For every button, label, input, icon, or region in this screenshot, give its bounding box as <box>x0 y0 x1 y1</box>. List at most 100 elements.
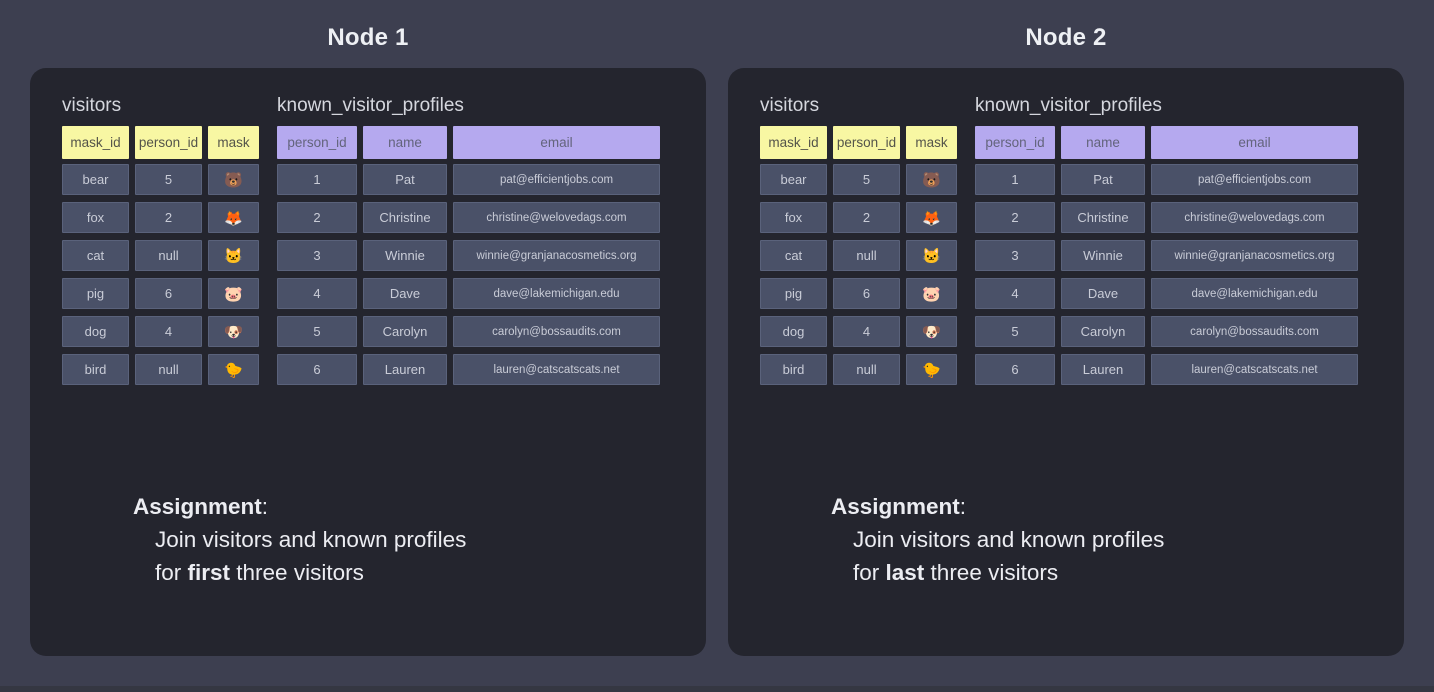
assignment-line3: for first three visitors <box>155 560 364 585</box>
cell-person-id: 4 <box>833 316 900 347</box>
node1-visitors-table: visitors mask_id person_id mask bear 5 🐻… <box>62 94 259 385</box>
mask-emoji-bear: 🐻 <box>208 164 259 195</box>
cell-person-id: null <box>135 240 202 271</box>
cell-person-id: 4 <box>975 278 1055 309</box>
cell-name: Lauren <box>1061 354 1145 385</box>
mask-emoji-cat: 🐱 <box>906 240 957 271</box>
cell-person-id: 5 <box>277 316 357 347</box>
node1-panel: visitors mask_id person_id mask bear 5 🐻… <box>30 68 706 656</box>
column-header-email: email <box>1151 126 1358 159</box>
cell-person-id: 6 <box>277 354 357 385</box>
cell-email: lauren@catscatscats.net <box>1151 354 1358 385</box>
cell-email: lauren@catscatscats.net <box>453 354 660 385</box>
cell-person-id: 2 <box>277 202 357 233</box>
cell-person-id: 6 <box>135 278 202 309</box>
column-header-person-id: person_id <box>833 126 900 159</box>
profiles-table-body: 1 Pat pat@efficientjobs.com 2 Christine … <box>277 164 660 385</box>
cell-person-id: 5 <box>833 164 900 195</box>
cell-person-id: 2 <box>833 202 900 233</box>
column-header-person-id: person_id <box>135 126 202 159</box>
cell-person-id: null <box>135 354 202 385</box>
cell-mask-id: cat <box>760 240 827 271</box>
column-header-name: name <box>363 126 447 159</box>
column-header-email: email <box>453 126 660 159</box>
profiles-header-row: person_id name email <box>975 126 1358 159</box>
mask-emoji-bird: 🐤 <box>906 354 957 385</box>
column-header-person-id: person_id <box>975 126 1055 159</box>
column-header-mask: mask <box>208 126 259 159</box>
column-header-mask-id: mask_id <box>760 126 827 159</box>
assignment-heading: Assignment: <box>133 494 269 519</box>
cell-mask-id: pig <box>62 278 129 309</box>
visitors-table-body: bear 5 🐻 fox 2 🦊 cat null 🐱 pig 6 🐷 dog … <box>760 164 957 385</box>
column-header-mask-id: mask_id <box>62 126 129 159</box>
mask-emoji-fox: 🦊 <box>906 202 957 233</box>
node2-assignment: Assignment: Join visitors and known prof… <box>831 490 1164 589</box>
cell-email: winnie@granjanacosmetics.org <box>453 240 660 271</box>
node2-panel: visitors mask_id person_id mask bear 5 🐻… <box>728 68 1404 656</box>
cell-name: Christine <box>1061 202 1145 233</box>
mask-emoji-pig: 🐷 <box>906 278 957 309</box>
cell-mask-id: bird <box>760 354 827 385</box>
cell-person-id: 6 <box>833 278 900 309</box>
cell-name: Dave <box>363 278 447 309</box>
mask-emoji-bear: 🐻 <box>906 164 957 195</box>
cell-mask-id: cat <box>62 240 129 271</box>
node1-assignment: Assignment: Join visitors and known prof… <box>133 490 466 589</box>
visitors-table-body: bear 5 🐻 fox 2 🦊 cat null 🐱 pig 6 🐷 dog … <box>62 164 259 385</box>
column-header-person-id: person_id <box>277 126 357 159</box>
visitors-table-title: visitors <box>760 95 820 116</box>
cell-person-id: 4 <box>135 316 202 347</box>
cell-email: dave@lakemichigan.edu <box>453 278 660 309</box>
visitors-header-row: mask_id person_id mask <box>760 126 957 159</box>
cell-email: winnie@granjanacosmetics.org <box>1151 240 1358 271</box>
visitors-header-row: mask_id person_id mask <box>62 126 259 159</box>
cell-mask-id: bear <box>760 164 827 195</box>
visitors-table-title: visitors <box>62 95 122 116</box>
mask-emoji-bird: 🐤 <box>208 354 259 385</box>
bottom-edge-strip <box>0 686 1434 692</box>
assignment-line3: for last three visitors <box>853 560 1059 585</box>
cell-name: Winnie <box>1061 240 1145 271</box>
cell-email: christine@welovedags.com <box>453 202 660 233</box>
cell-mask-id: pig <box>760 278 827 309</box>
cell-person-id: null <box>833 354 900 385</box>
cell-person-id: 4 <box>277 278 357 309</box>
cell-email: pat@efficientjobs.com <box>453 164 660 195</box>
cell-name: Carolyn <box>363 316 447 347</box>
node1-heading: Node 1 <box>327 24 409 51</box>
cell-name: Christine <box>363 202 447 233</box>
cell-person-id: 3 <box>975 240 1055 271</box>
cell-mask-id: bear <box>62 164 129 195</box>
column-header-name: name <box>1061 126 1145 159</box>
cell-person-id: 3 <box>277 240 357 271</box>
cell-email: dave@lakemichigan.edu <box>1151 278 1358 309</box>
cell-person-id: 2 <box>975 202 1055 233</box>
node2-profiles-table: known_visitor_profiles person_id name em… <box>975 94 1358 385</box>
mask-emoji-fox: 🦊 <box>208 202 259 233</box>
cell-name: Lauren <box>363 354 447 385</box>
cell-mask-id: dog <box>62 316 129 347</box>
cell-email: pat@efficientjobs.com <box>1151 164 1358 195</box>
mask-emoji-cat: 🐱 <box>208 240 259 271</box>
cell-name: Carolyn <box>1061 316 1145 347</box>
cell-person-id: 1 <box>277 164 357 195</box>
profiles-table-title: known_visitor_profiles <box>975 95 1162 116</box>
node1-profiles-table: known_visitor_profiles person_id name em… <box>277 94 660 385</box>
profiles-header-row: person_id name email <box>277 126 660 159</box>
cell-mask-id: fox <box>62 202 129 233</box>
cell-person-id: 1 <box>975 164 1055 195</box>
node2-visitors-table: visitors mask_id person_id mask bear 5 🐻… <box>760 94 957 385</box>
cell-email: carolyn@bossaudits.com <box>453 316 660 347</box>
cell-person-id: 5 <box>975 316 1055 347</box>
mask-emoji-dog: 🐶 <box>906 316 957 347</box>
assignment-line2: Join visitors and known profiles <box>853 527 1165 552</box>
profiles-table-title: known_visitor_profiles <box>277 95 464 116</box>
cell-mask-id: dog <box>760 316 827 347</box>
cell-person-id: 5 <box>135 164 202 195</box>
mask-emoji-pig: 🐷 <box>208 278 259 309</box>
profiles-table-body: 1 Pat pat@efficientjobs.com 2 Christine … <box>975 164 1358 385</box>
cell-mask-id: bird <box>62 354 129 385</box>
cell-name: Pat <box>1061 164 1145 195</box>
cell-person-id: 6 <box>975 354 1055 385</box>
